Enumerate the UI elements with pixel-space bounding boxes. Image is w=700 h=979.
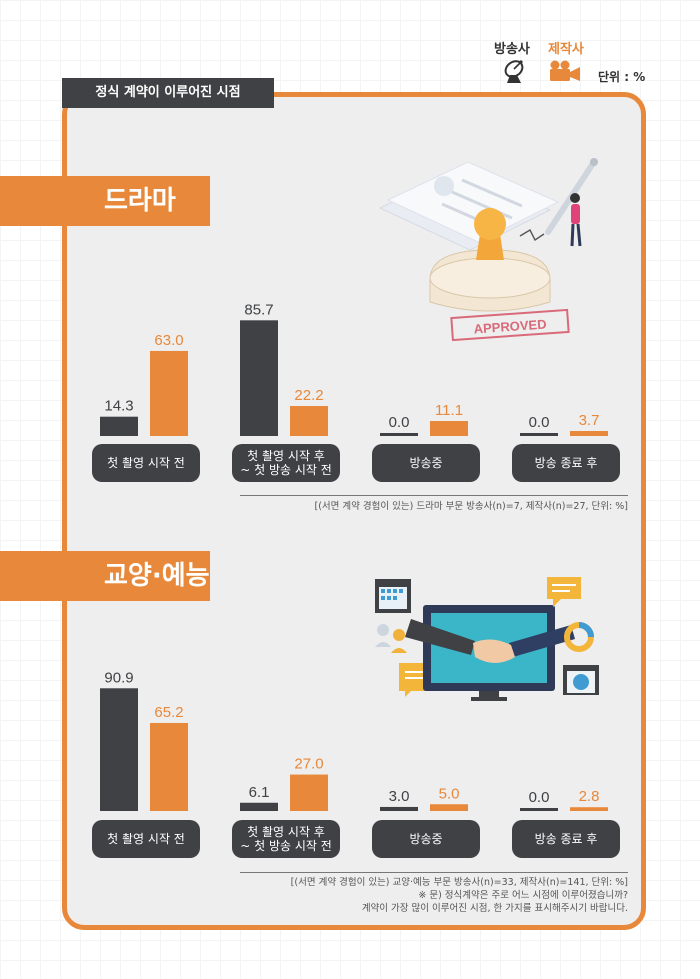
bar-broadcaster-1 (100, 688, 138, 811)
bar-broadcaster-4 (520, 808, 558, 811)
legend: 방송사 제작사 단위 : % (490, 38, 670, 88)
culture-note: [(서면 계약 경험이 있는) 교양·예능 부문 방송사(n)=33, 제작사(… (200, 876, 628, 915)
value-label-producer-3: 11.1 (435, 402, 463, 419)
culture-bar-chart: 90.9 6.1 3.0 0.0 65.2 27.0 5.0 2.8 (100, 669, 608, 811)
bar-producer-4 (570, 807, 608, 811)
stamp-text: APPROVED (473, 316, 547, 336)
value-label-producer-2: 22.2 (294, 387, 323, 404)
page-title: 정식 계약이 이루어진 시점 (62, 78, 274, 108)
bar-producer-4 (570, 431, 608, 436)
culture-note-line-2: ※ 문) 정식계약은 주로 어느 시점에 이루어졌습니까? (418, 890, 628, 901)
bar-broadcaster-4 (520, 433, 558, 436)
value-label-broadcaster-2: 85.7 (244, 301, 273, 318)
bar-broadcaster-1 (100, 416, 138, 436)
drama-category-label-3: 방송중 (372, 444, 480, 482)
bar-producer-2 (290, 406, 328, 436)
value-label-producer-1: 63.0 (154, 332, 183, 349)
value-label-broadcaster-4: 0.0 (529, 414, 550, 431)
value-label-producer-4: 2.8 (579, 788, 600, 805)
culture-category-label-3: 방송중 (372, 820, 480, 858)
value-label-producer-3: 5.0 (439, 785, 460, 802)
bar-producer-1 (150, 722, 188, 811)
culture-note-rule (240, 872, 628, 873)
drama-bar-chart: 14.3 85.7 0.0 0.0 63.0 22.2 11.1 3.7 (100, 301, 608, 436)
bar-broadcaster-3 (380, 806, 418, 811)
bar-producer-3 (430, 804, 468, 811)
bar-producer-1 (150, 350, 188, 436)
drama-category-label-1: 첫 촬영 시작 전 (92, 444, 200, 482)
legend-broadcaster-label: 방송사 (494, 42, 530, 57)
value-label-broadcaster-1: 14.3 (104, 398, 133, 415)
section-title-drama: 드라마 (0, 176, 210, 226)
bar-producer-2 (290, 774, 328, 811)
satellite-dish-icon (504, 60, 524, 83)
section-title-culture: 교양·예능 (0, 551, 210, 601)
handshake-monitor-illustration (375, 577, 599, 701)
drama-category-label-4: 방송 종료 후 (512, 444, 620, 482)
bar-broadcaster-3 (380, 433, 418, 436)
value-label-broadcaster-4: 0.0 (529, 789, 550, 806)
drama-category-label-2: 첫 촬영 시작 후 ~ 첫 방송 시작 전 (232, 444, 340, 482)
bar-producer-3 (430, 421, 468, 436)
drama-note-rule (240, 495, 628, 496)
culture-note-line-3: 계약이 가장 많이 이루어진 시점, 한 가지를 표시해주시기 바랍니다. (361, 903, 628, 914)
video-camera-icon (550, 60, 580, 81)
culture-category-label-1: 첫 촬영 시작 전 (92, 820, 200, 858)
unit-label: 단위 : % (598, 70, 646, 84)
value-label-broadcaster-1: 90.9 (104, 669, 133, 686)
value-label-broadcaster-3: 3.0 (389, 788, 410, 805)
value-label-producer-1: 65.2 (154, 704, 183, 721)
value-label-broadcaster-2: 6.1 (249, 784, 270, 801)
value-label-producer-2: 27.0 (294, 756, 323, 773)
culture-note-line-1: [(서면 계약 경험이 있는) 교양·예능 부문 방송사(n)=33, 제작사(… (290, 877, 628, 888)
culture-category-label-4: 방송 종료 후 (512, 820, 620, 858)
bar-broadcaster-2 (240, 802, 278, 811)
drama-note: [(서면 계약 경험이 있는) 드라마 부문 방송사(n)=7, 제작사(n)=… (314, 501, 628, 512)
value-label-broadcaster-3: 0.0 (389, 414, 410, 431)
legend-producer-label: 제작사 (548, 42, 584, 57)
culture-category-label-2: 첫 촬영 시작 후 ~ 첫 방송 시작 전 (232, 820, 340, 858)
value-label-producer-4: 3.7 (579, 412, 600, 429)
bar-broadcaster-2 (240, 320, 278, 436)
contract-approved-illustration: APPROVED (378, 158, 598, 342)
